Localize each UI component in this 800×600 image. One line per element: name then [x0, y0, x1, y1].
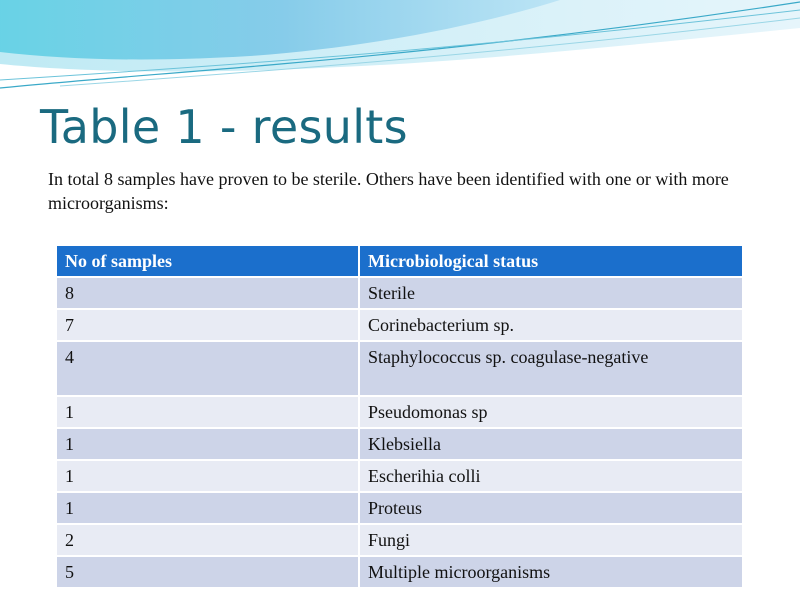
status-cell: Multiple microorganisms — [359, 555, 744, 587]
sample-count-cell: 7 — [57, 308, 360, 341]
status-cell: Sterile — [359, 276, 744, 309]
sample-count-cell: 2 — [57, 523, 360, 556]
status-cell: Corinebacterium sp. — [359, 308, 744, 341]
sample-count-cell: 1 — [57, 395, 360, 428]
table-row: 1 Escherihia colli — [57, 459, 744, 492]
results-table: No of samples Microbiological status 8 S… — [57, 246, 744, 587]
table-row: 4 Staphylococcus sp. coagulase-negative — [57, 340, 744, 396]
status-cell: Klebsiella — [359, 427, 744, 460]
table-row: 1 Proteus — [57, 491, 744, 524]
intro-text: In total 8 samples have proven to be ste… — [48, 169, 729, 213]
header-no-of-samples: No of samples — [57, 246, 360, 277]
table-row: 2 Fungi — [57, 523, 744, 556]
table-row: 1 Pseudomonas sp — [57, 395, 744, 428]
table-row: 5 Multiple microorganisms — [57, 555, 744, 587]
sample-count-cell: 4 — [57, 340, 360, 396]
table-row: 8 Sterile — [57, 276, 744, 309]
table-header-row: No of samples Microbiological status — [57, 246, 744, 277]
table-row: 1 Klebsiella — [57, 427, 744, 460]
status-cell: Proteus — [359, 491, 744, 524]
slide-title: Table 1 - results — [40, 100, 408, 154]
sample-count-cell: 1 — [57, 459, 360, 492]
sample-count-cell: 5 — [57, 555, 360, 587]
table-row: 7 Corinebacterium sp. — [57, 308, 744, 341]
status-cell: Staphylococcus sp. coagulase-negative — [359, 340, 744, 396]
status-cell: Fungi — [359, 523, 744, 556]
sample-count-cell: 1 — [57, 491, 360, 524]
sample-count-cell: 1 — [57, 427, 360, 460]
sample-count-cell: 8 — [57, 276, 360, 309]
status-cell: Pseudomonas sp — [359, 395, 744, 428]
header-swoosh-decoration — [0, 0, 800, 89]
status-cell: Escherihia colli — [359, 459, 744, 492]
header-microbiological-status: Microbiological status — [359, 246, 744, 277]
